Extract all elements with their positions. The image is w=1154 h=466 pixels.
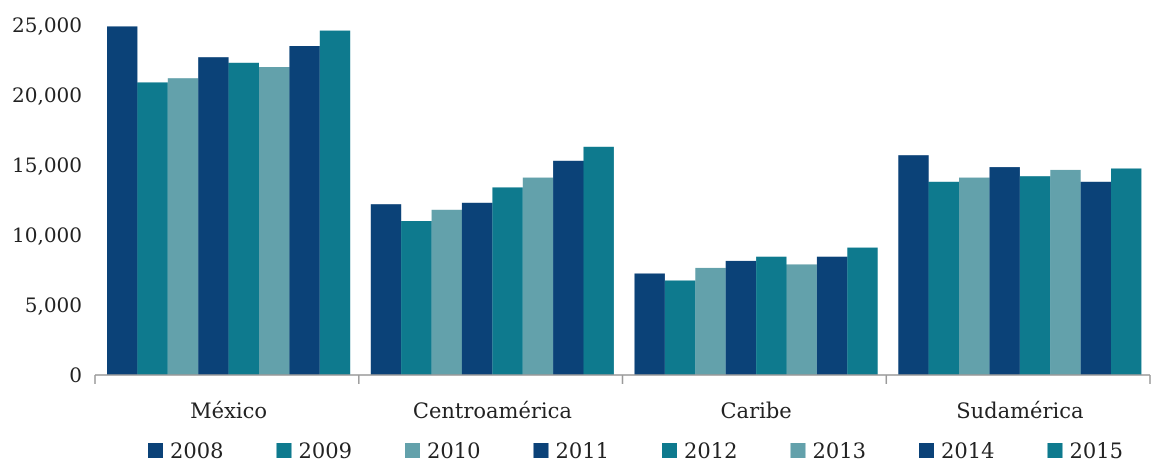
category-label: Centroamérica [413,399,572,423]
bar-2009-0 [137,82,168,376]
y-tick-label: 20,000 [12,83,82,107]
bar-2008-2 [634,273,665,375]
legend-label-2009: 2009 [299,439,352,463]
y-tick-label: 0 [69,363,82,387]
legend-swatch-2009 [276,443,292,458]
bar-2012-2 [756,256,787,375]
bar-2014-2 [816,256,848,375]
bar-2015-0 [319,30,351,375]
bar-2008-1 [370,204,402,375]
bar-2015-1 [583,146,614,375]
legend-label-2014: 2014 [941,439,994,463]
category-label: México [190,399,267,423]
legend-label-2013: 2013 [813,439,866,463]
bar-2010-1 [431,209,462,375]
legend-label-2012: 2012 [684,439,737,463]
bar-2012-0 [228,62,259,376]
legend: 2008 2009 2010 2011 2012 2013 2014 2015 [148,439,1123,463]
x-axis: México Centroamérica Caribe Sudamérica [94,374,1151,423]
bar-2008-3 [898,155,929,375]
legend-label-2011: 2011 [556,439,609,463]
bar-2012-1 [492,187,523,375]
bar-2013-2 [786,264,817,375]
bar-2014-0 [289,46,320,375]
bar-2012-3 [1019,176,1051,375]
legend-label-2008: 2008 [170,439,223,463]
y-tick-label: 5,000 [25,293,82,317]
bar-2011-2 [725,260,757,375]
legend-swatch-2011 [533,443,549,458]
bar-2011-3 [989,167,1020,375]
legend-swatch-2008 [148,443,163,458]
bar-2010-0 [167,78,199,375]
bar-2015-3 [1111,168,1142,375]
bars-group [107,26,1142,376]
y-tick-label: 15,000 [12,153,82,177]
bar-2015-2 [847,247,878,375]
bar-2009-3 [928,181,959,375]
bar-2010-2 [695,267,726,375]
y-tick-label: 10,000 [12,223,82,247]
legend-label-2010: 2010 [427,439,480,463]
bar-2011-1 [461,202,493,375]
category-label: Caribe [720,399,791,423]
bar-2011-0 [198,57,229,375]
y-tick-label: 25,000 [12,13,82,37]
legend-swatch-2014 [919,443,934,458]
bar-2009-2 [664,280,696,375]
y-axis: 0 5,000 10,000 15,000 20,000 25,000 [12,13,82,387]
bar-2013-0 [259,67,290,375]
legend-label-2015: 2015 [1070,439,1123,463]
legend-swatch-2010 [405,443,420,458]
bar-2013-1 [522,177,554,375]
legend-swatch-2015 [1047,443,1063,458]
bar-2009-1 [401,221,432,375]
bar-2010-3 [959,177,990,375]
legend-swatch-2013 [790,443,806,458]
bar-2014-1 [553,160,584,375]
legend-swatch-2012 [662,443,677,458]
bar-2013-3 [1050,169,1081,375]
bar-2014-3 [1080,181,1112,375]
category-label: Sudamérica [956,399,1083,423]
bar-2008-0 [107,26,138,376]
